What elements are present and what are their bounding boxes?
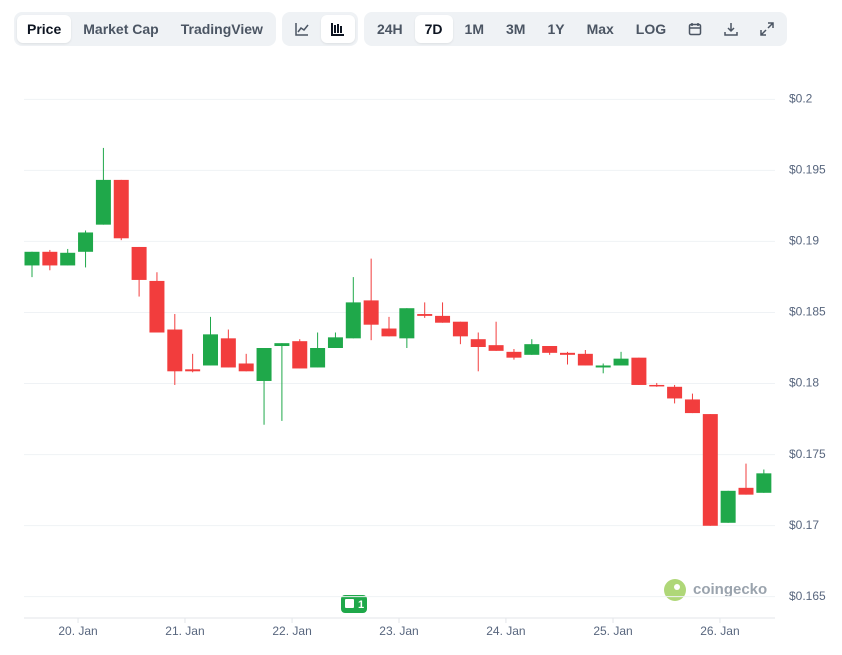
candle-body xyxy=(488,345,504,351)
candle-body xyxy=(560,352,575,355)
toolbar: Price Market Cap TradingView 24H 7D 1M 3M 1Y Ma… xyxy=(14,12,788,46)
y-tick-label: $0.2 xyxy=(789,91,813,105)
calendar-button[interactable] xyxy=(678,15,712,43)
candle-body xyxy=(24,251,40,266)
tab-button[interactable]: LOG xyxy=(635,21,667,37)
calendar-icon xyxy=(688,23,702,36)
y-tick-label: $0.175 xyxy=(789,447,826,461)
y-tick-label: $0.165 xyxy=(789,589,826,603)
y-tick-label: $0.19 xyxy=(789,234,819,248)
x-tick-label: 23. Jan xyxy=(379,624,418,638)
line-icon xyxy=(295,23,309,36)
candle-body xyxy=(613,358,629,366)
candle-body xyxy=(185,369,201,372)
tab-button[interactable]: Price xyxy=(17,15,72,43)
candle-body xyxy=(595,365,611,368)
candle-body xyxy=(113,179,129,239)
tab-button[interactable]: TradingView xyxy=(180,21,263,37)
y-tick-label: $0.195 xyxy=(789,163,826,177)
candle-body xyxy=(631,357,647,385)
candle-body xyxy=(577,353,593,366)
tab-button[interactable]: 3M xyxy=(505,21,526,37)
download-icon xyxy=(724,23,738,36)
candle-body xyxy=(667,386,683,399)
y-tick-label: $0.18 xyxy=(789,376,819,390)
candle-body xyxy=(702,414,718,526)
candle-body xyxy=(310,348,326,368)
line-chart-button[interactable] xyxy=(285,15,319,43)
tab-button[interactable]: 1M xyxy=(464,21,484,37)
watermark-logo xyxy=(664,579,686,601)
x-tick-label: 25. Jan xyxy=(593,624,632,638)
x-tick-label: 22. Jan xyxy=(272,624,311,638)
y-tick-label: $0.185 xyxy=(789,305,826,319)
candle-body xyxy=(381,328,397,337)
event-marker[interactable] xyxy=(341,595,367,613)
tab-button[interactable]: 24H xyxy=(376,21,403,37)
y-tick-label: $0.17 xyxy=(789,518,819,532)
event-count: 1 xyxy=(358,599,364,611)
x-tick-label: 21. Jan xyxy=(165,624,204,638)
view-tabs: Price Market Cap TradingView xyxy=(14,12,276,46)
candle-icon xyxy=(330,23,344,36)
candle-body xyxy=(435,315,451,323)
chart-style-tabs xyxy=(281,12,358,46)
tab-button[interactable]: 1Y xyxy=(547,21,565,37)
candle-body xyxy=(524,344,540,355)
candle-body xyxy=(274,343,290,347)
candle-body xyxy=(470,339,486,348)
candle-body xyxy=(417,314,433,316)
candle-body xyxy=(738,487,754,495)
x-tick-label: 20. Jan xyxy=(58,624,97,638)
candle-body xyxy=(363,300,379,325)
candle-body xyxy=(203,334,218,366)
candle-body xyxy=(506,351,522,358)
candle-body xyxy=(399,308,415,339)
event-icon xyxy=(345,599,354,608)
fullscreen-button[interactable] xyxy=(750,15,784,43)
candle-body xyxy=(78,232,94,252)
candle-body xyxy=(684,399,700,414)
candle-body xyxy=(131,246,147,280)
candle-body xyxy=(220,338,236,368)
watermark: coingecko xyxy=(693,581,767,598)
x-tick-label: 26. Jan xyxy=(700,624,739,638)
candle-body xyxy=(327,337,343,348)
candle-body xyxy=(345,302,361,339)
x-tick-label: 24. Jan xyxy=(486,624,525,638)
download-button[interactable] xyxy=(714,15,748,43)
candle-body xyxy=(292,341,308,369)
candle-body xyxy=(95,179,111,225)
candle-body xyxy=(649,384,665,387)
candle-chart-button[interactable] xyxy=(320,15,355,43)
candle-body xyxy=(42,251,58,266)
candle-body xyxy=(238,363,254,372)
range-tabs: 24H 7D 1M 3M 1Y Max LOG xyxy=(363,12,788,46)
expand-icon xyxy=(760,22,774,36)
candle-body xyxy=(720,490,736,523)
candle-body xyxy=(756,473,772,493)
candle-body xyxy=(452,321,468,337)
tab-button[interactable]: Max xyxy=(586,21,614,37)
candle-body xyxy=(256,348,272,381)
candle-body xyxy=(542,346,558,353)
candle-body xyxy=(60,252,76,266)
tab-button[interactable]: 7D xyxy=(414,15,453,43)
candle-body xyxy=(167,329,183,372)
candle-body xyxy=(149,280,165,333)
tab-button[interactable]: Market Cap xyxy=(83,21,159,37)
